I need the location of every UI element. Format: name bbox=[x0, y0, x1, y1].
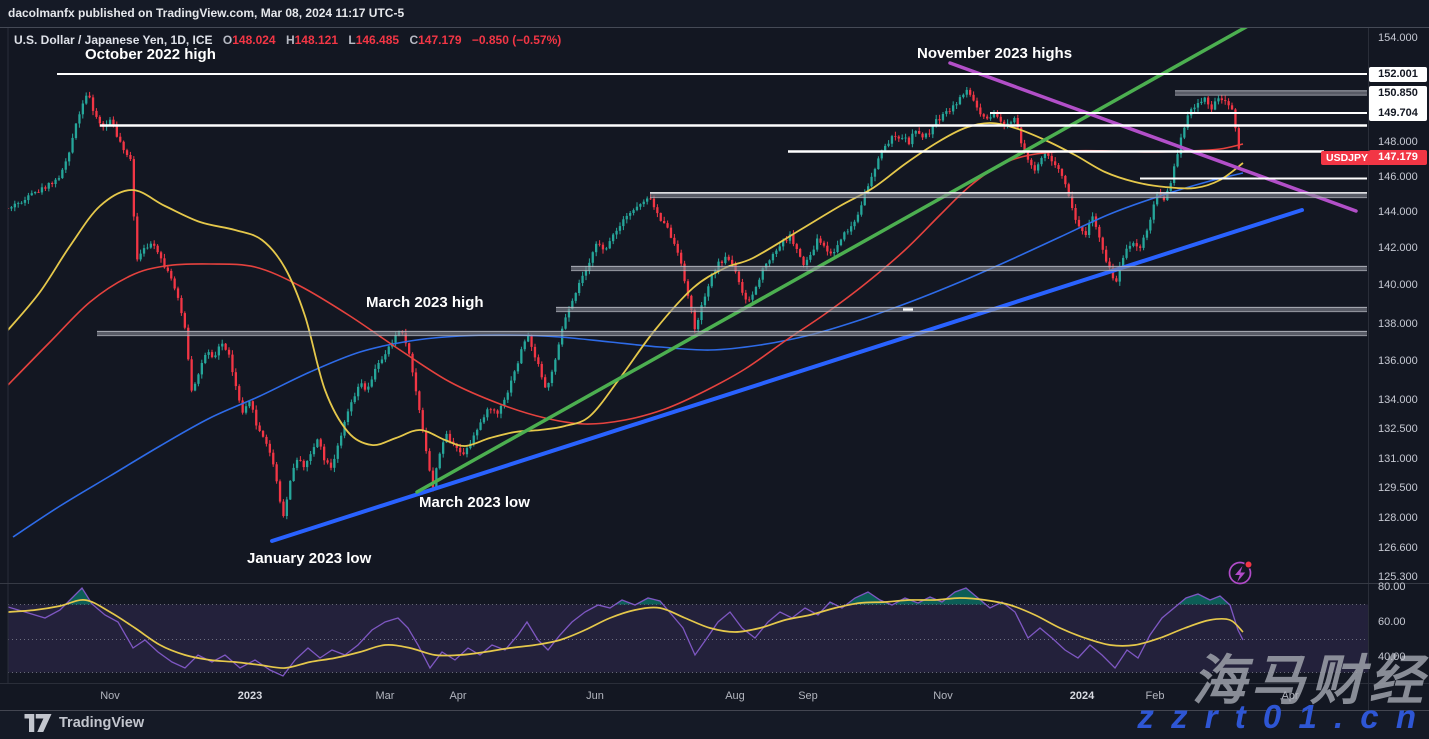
ma-blue-line bbox=[12, 172, 1244, 538]
ma-yellow-line bbox=[8, 122, 1244, 447]
change-value: −0.850 (−0.57%) bbox=[471, 33, 562, 47]
close-label: C bbox=[409, 33, 419, 47]
attribution-text: dacolmanfx published on TradingView.com,… bbox=[8, 6, 405, 20]
rsi-overbought-fill bbox=[892, 588, 986, 605]
support-140-9[interactable] bbox=[571, 265, 1367, 272]
watermark-haima-caijing: 海马财经 bbox=[1192, 651, 1428, 711]
spark-alert-icon[interactable] bbox=[1228, 560, 1253, 585]
attribution-bar: dacolmanfx published on TradingView.com,… bbox=[0, 0, 1429, 28]
march-2023-high-band[interactable] bbox=[97, 330, 1367, 337]
watermark-site-url: z z r t 0 1 . c n bbox=[1137, 698, 1420, 735]
low-value: 146.485 bbox=[355, 33, 400, 47]
rsi-overbought-fill bbox=[635, 598, 663, 605]
downtrend-resistance-purple[interactable] bbox=[948, 61, 1358, 213]
rsi-line bbox=[8, 586, 1244, 677]
symbol-legend: U.S. Dollar / Japanese Yen, 1D, ICE O148… bbox=[14, 33, 561, 47]
rsi-ma-line bbox=[8, 597, 1244, 669]
feb-2024-top-band[interactable] bbox=[1175, 90, 1367, 96]
open-value: 148.024 bbox=[232, 33, 276, 47]
rsi-indicator-pane[interactable] bbox=[8, 586, 1368, 677]
close-value: 147.179 bbox=[418, 33, 462, 47]
high-label: H bbox=[285, 33, 295, 47]
tradingview-logo[interactable]: TradingView bbox=[24, 714, 144, 732]
low-label: L bbox=[348, 33, 356, 47]
high-value: 148.121 bbox=[294, 33, 339, 47]
symbol-title[interactable]: U.S. Dollar / Japanese Yen, 1D, ICE bbox=[14, 33, 213, 47]
long-term-support-blue[interactable] bbox=[270, 208, 1304, 543]
tradingview-logo-text: TradingView bbox=[59, 715, 145, 731]
tradingview-logo-icon bbox=[24, 714, 52, 732]
support-145-0[interactable] bbox=[650, 192, 1367, 199]
rising-support-green[interactable] bbox=[415, 20, 1257, 494]
support-138-7[interactable] bbox=[556, 306, 1367, 313]
open-label: O bbox=[222, 33, 233, 47]
